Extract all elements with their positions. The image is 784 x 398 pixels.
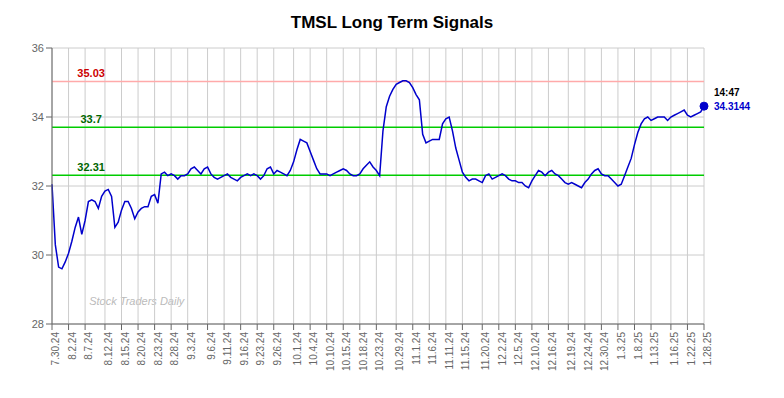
svg-text:11.1.24: 11.1.24 <box>411 332 422 365</box>
svg-text:8.12.24: 8.12.24 <box>103 332 114 366</box>
svg-text:12.10.24: 12.10.24 <box>530 332 541 371</box>
svg-text:8.2.24: 8.2.24 <box>67 332 78 360</box>
svg-text:12.2.24: 12.2.24 <box>497 332 508 366</box>
svg-text:8.15.24: 8.15.24 <box>120 332 131 366</box>
svg-text:12.5.24: 12.5.24 <box>513 332 524 366</box>
svg-text:9.16.24: 9.16.24 <box>239 332 250 366</box>
svg-text:14:47: 14:47 <box>714 87 740 98</box>
svg-text:32: 32 <box>32 180 44 192</box>
svg-text:10.18.24: 10.18.24 <box>358 332 369 371</box>
svg-text:7.30.24: 7.30.24 <box>50 332 61 366</box>
svg-text:1.8.25: 1.8.25 <box>633 332 644 360</box>
svg-text:8.23.24: 8.23.24 <box>153 332 164 366</box>
svg-text:12.30.24: 12.30.24 <box>600 332 611 371</box>
svg-text:11.6.24: 11.6.24 <box>427 332 438 365</box>
svg-text:9.6.24: 9.6.24 <box>206 332 217 360</box>
svg-text:1.13.25: 1.13.25 <box>649 332 660 366</box>
svg-text:12.16.24: 12.16.24 <box>547 332 558 371</box>
svg-text:10.10.24: 10.10.24 <box>325 332 336 371</box>
svg-text:35.03: 35.03 <box>77 67 105 79</box>
svg-text:9.11.24: 9.11.24 <box>222 332 233 365</box>
html-text:Stock Traders Daily: Stock Traders Daily <box>89 295 185 308</box>
svg-text:9.23.24: 9.23.24 <box>255 332 266 366</box>
svg-text:10.1.24: 10.1.24 <box>292 332 303 366</box>
svg-text:9.3.24: 9.3.24 <box>186 332 197 360</box>
svg-text:9.26.24: 9.26.24 <box>272 332 283 366</box>
svg-text:30: 30 <box>32 249 44 261</box>
svg-text:1.16.25: 1.16.25 <box>669 332 680 366</box>
svg-text:10.4.24: 10.4.24 <box>308 332 319 366</box>
svg-text:36: 36 <box>32 42 44 54</box>
svg-text:11.11.24: 11.11.24 <box>444 332 455 370</box>
svg-text:1.28.25: 1.28.25 <box>702 332 713 366</box>
html-text:TMSL Long Term Signals: TMSL Long Term Signals <box>290 13 494 32</box>
svg-text:12.19.24: 12.19.24 <box>566 332 577 371</box>
svg-text:33.7: 33.7 <box>80 113 101 125</box>
svg-text:11.15.24: 11.15.24 <box>460 332 471 371</box>
svg-text:34.3144: 34.3144 <box>714 101 751 112</box>
svg-text:32.31: 32.31 <box>77 161 105 173</box>
svg-text:12.24.24: 12.24.24 <box>583 332 594 371</box>
svg-text:10.29.24: 10.29.24 <box>394 332 405 371</box>
svg-text:8.20.24: 8.20.24 <box>136 332 147 366</box>
svg-text:11.20.24: 11.20.24 <box>480 332 491 371</box>
svg-text:1.22.25: 1.22.25 <box>686 332 697 366</box>
svg-text:10.15.24: 10.15.24 <box>341 332 352 371</box>
svg-text:1.3.25: 1.3.25 <box>616 332 627 360</box>
svg-text:8.28.24: 8.28.24 <box>169 332 180 366</box>
svg-text:28: 28 <box>32 318 44 330</box>
svg-text:8.7.24: 8.7.24 <box>83 332 94 360</box>
svg-text:10.23.24: 10.23.24 <box>374 332 385 371</box>
svg-text:34: 34 <box>32 111 44 123</box>
